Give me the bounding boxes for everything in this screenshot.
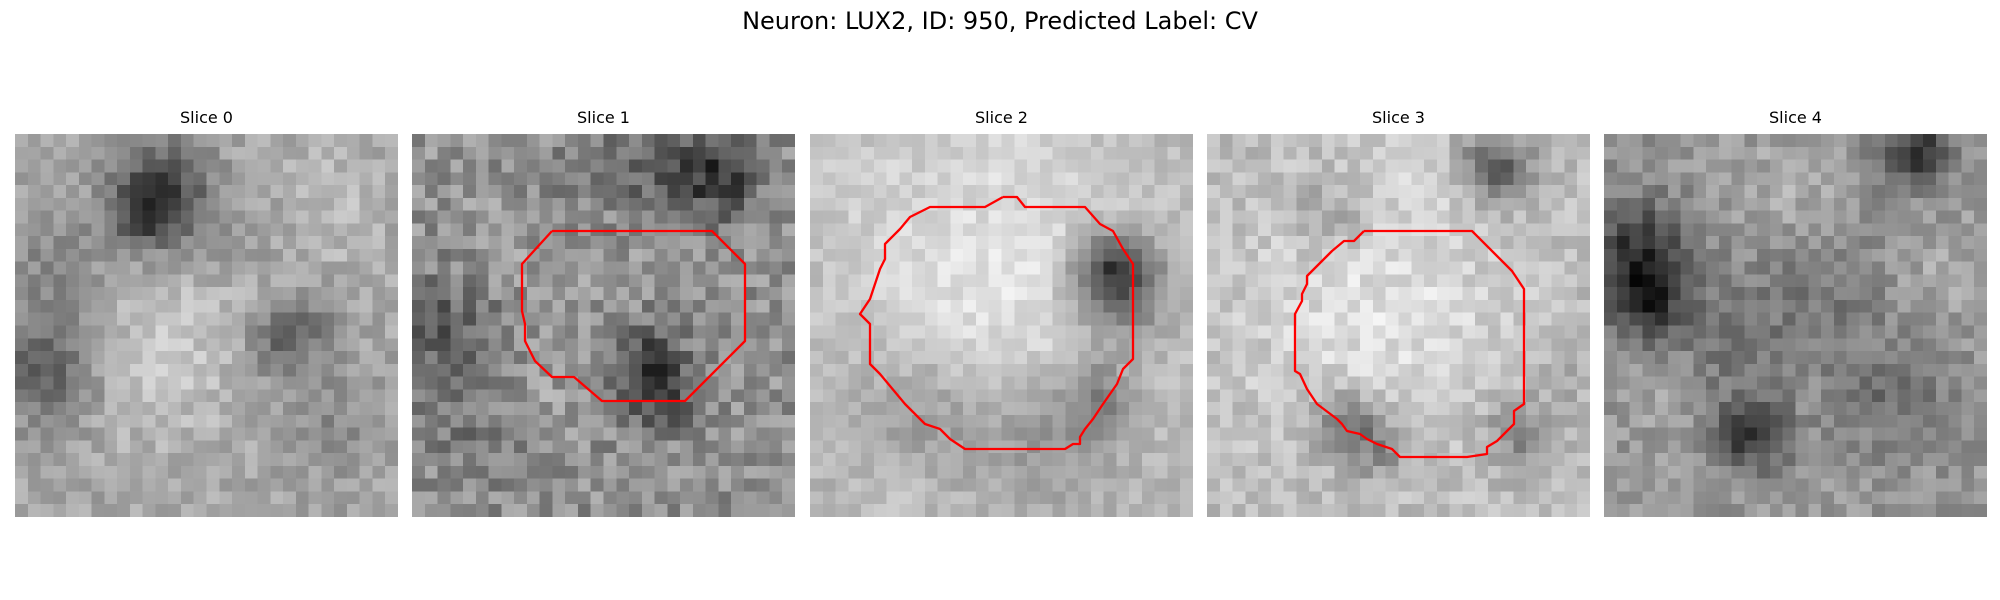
cell-outline bbox=[520, 229, 747, 403]
slice-image bbox=[15, 134, 398, 517]
slice-image bbox=[810, 134, 1193, 517]
slice-panel-3: Slice 3 bbox=[1207, 108, 1590, 517]
slice-image-canvas bbox=[15, 134, 398, 517]
slice-image-canvas bbox=[1207, 134, 1590, 517]
slice-title: Slice 4 bbox=[1769, 108, 1822, 127]
slice-title: Slice 3 bbox=[1372, 108, 1425, 127]
slice-image bbox=[1604, 134, 1987, 517]
slice-panel-1: Slice 1 bbox=[412, 108, 795, 517]
figure-title: Neuron: LUX2, ID: 950, Predicted Label: … bbox=[742, 7, 1258, 35]
slice-title: Slice 1 bbox=[577, 108, 630, 127]
slice-image bbox=[412, 134, 795, 517]
slice-panel-2: Slice 2 bbox=[810, 108, 1193, 517]
cell-outline bbox=[858, 195, 1135, 451]
slice-panel-0: Slice 0 bbox=[15, 108, 398, 517]
slice-panel-4: Slice 4 bbox=[1604, 108, 1987, 517]
slice-title: Slice 2 bbox=[975, 108, 1028, 127]
slice-title: Slice 0 bbox=[180, 108, 233, 127]
slice-image bbox=[1207, 134, 1590, 517]
slice-image-canvas bbox=[1604, 134, 1987, 517]
cell-outline bbox=[1293, 229, 1526, 459]
slice-image-canvas bbox=[412, 134, 795, 517]
